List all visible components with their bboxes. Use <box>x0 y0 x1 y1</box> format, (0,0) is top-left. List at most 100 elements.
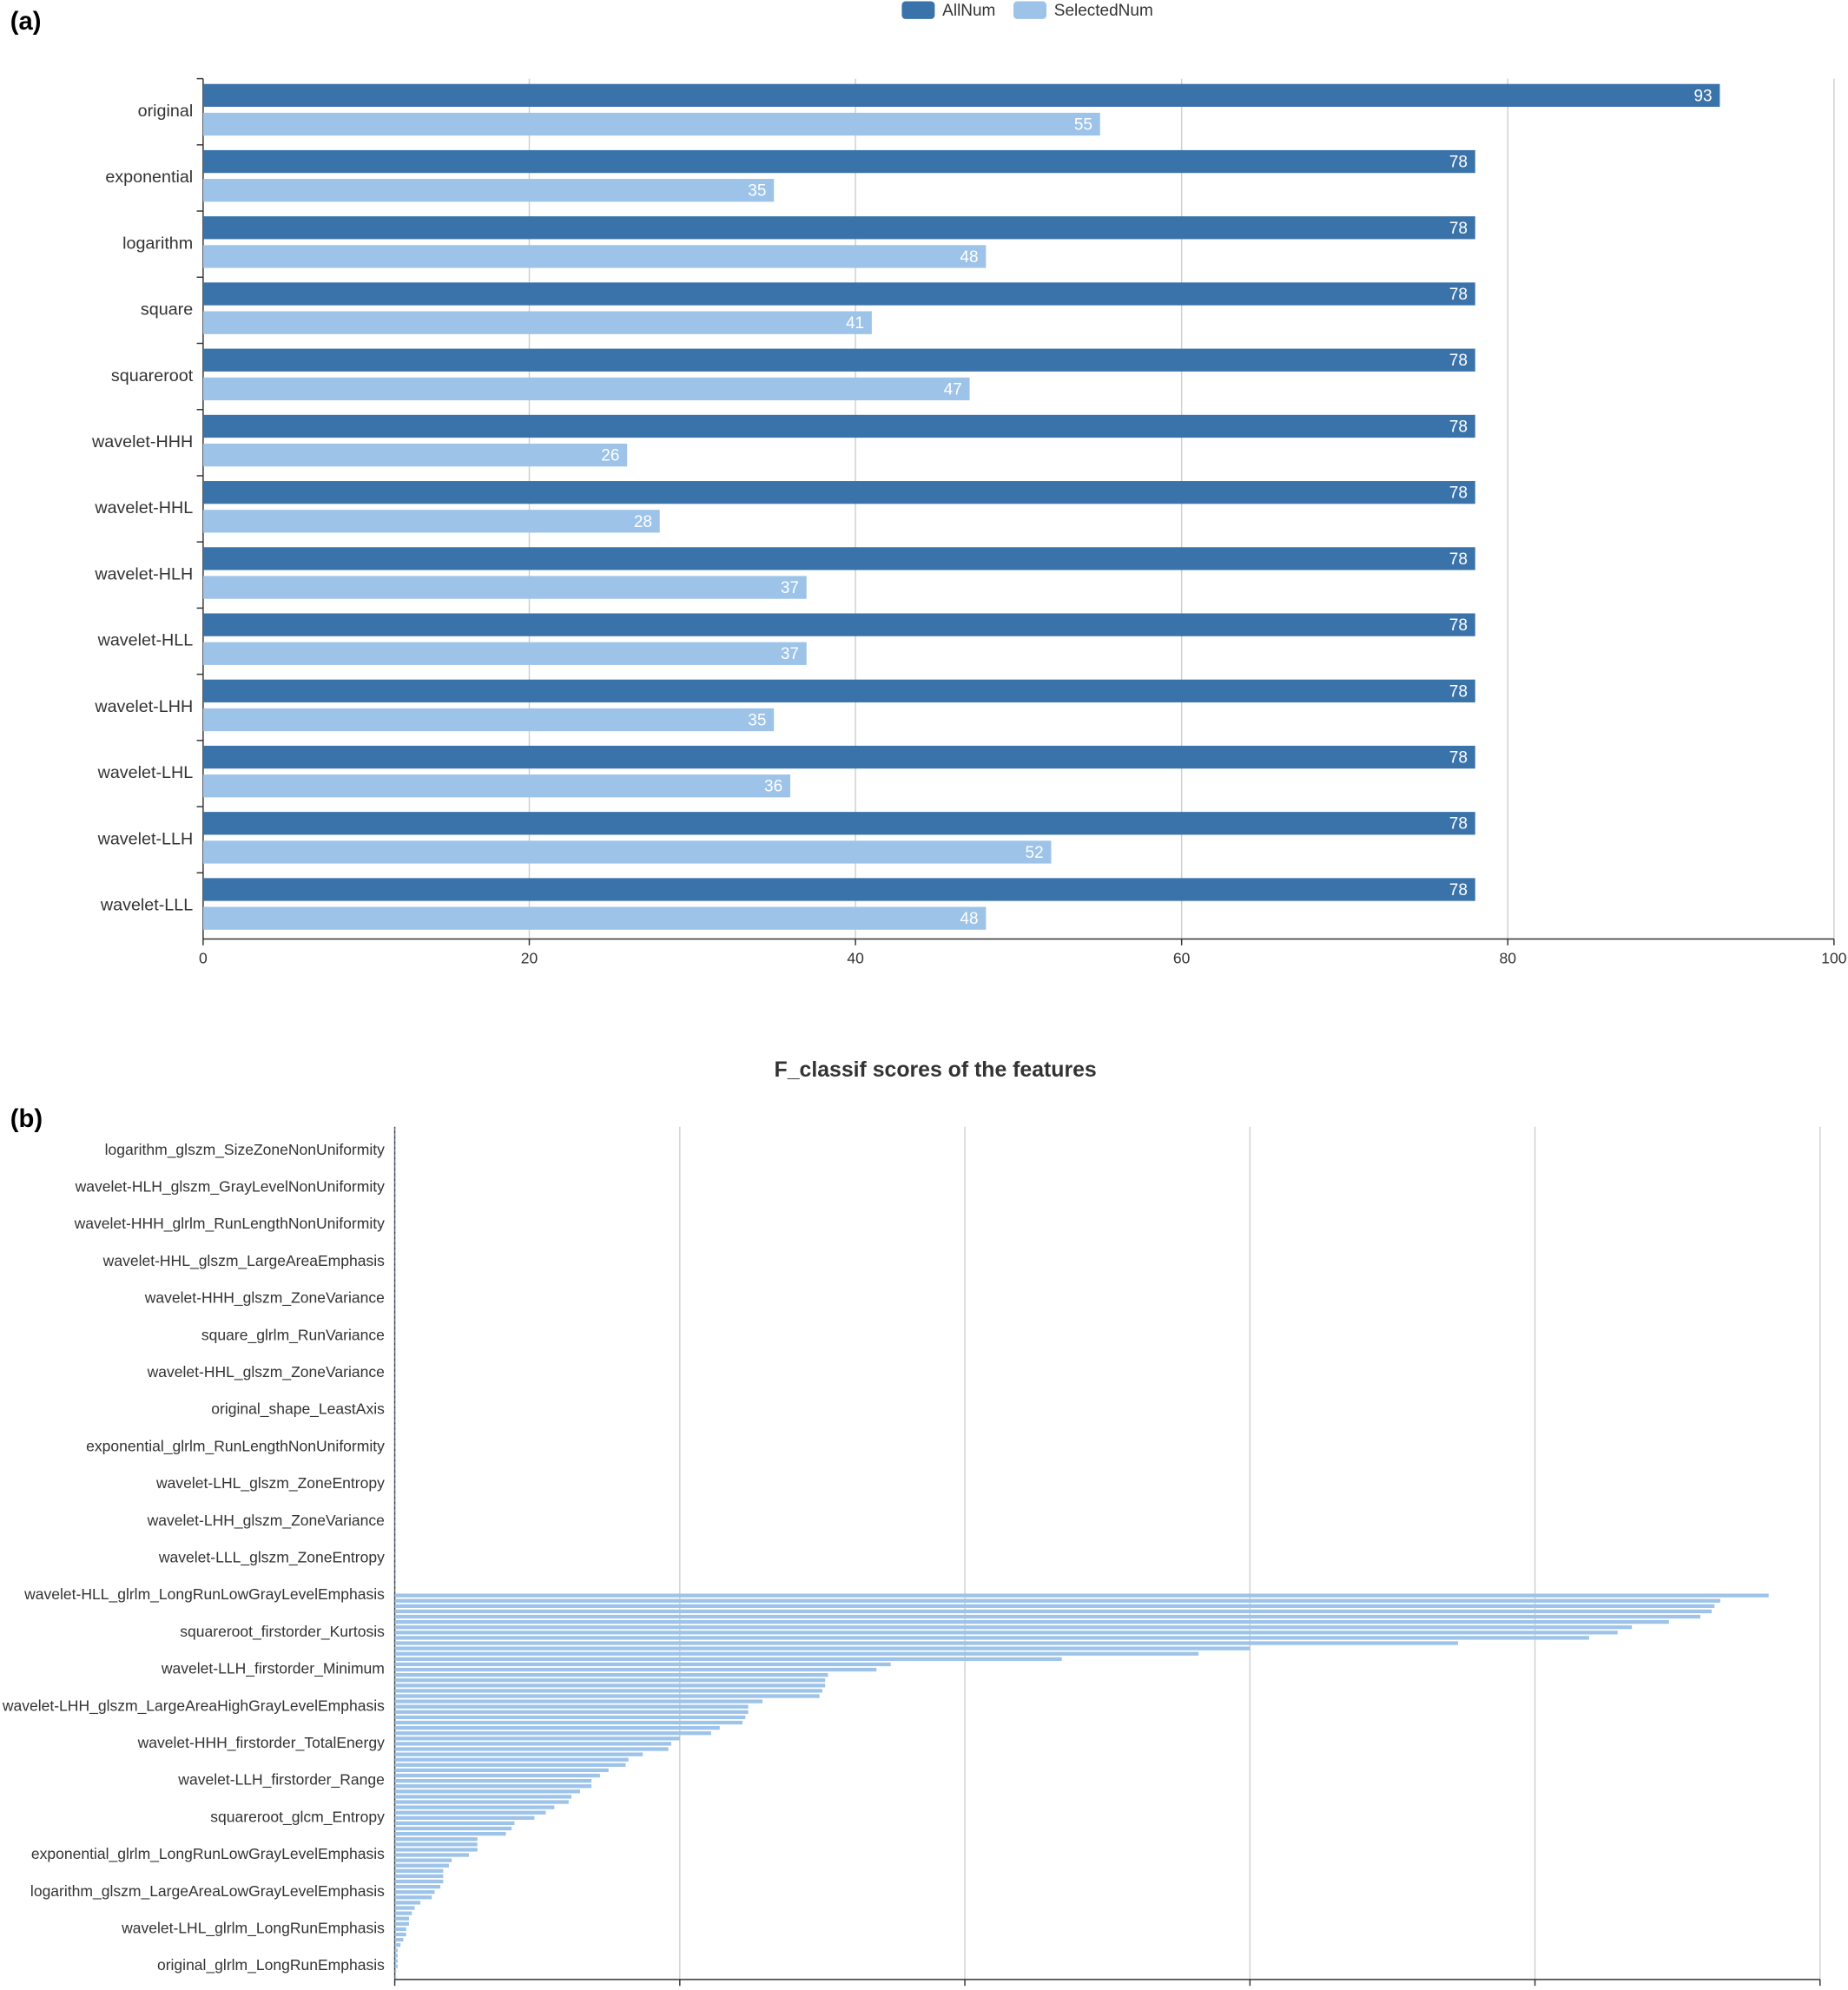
bar <box>394 1381 396 1386</box>
bar <box>394 1291 396 1296</box>
y-tick-label: square <box>141 300 193 320</box>
bar <box>394 1694 820 1698</box>
bar <box>394 1848 478 1852</box>
bar <box>394 1407 396 1413</box>
bar <box>394 1943 401 1947</box>
bar <box>394 1604 1715 1608</box>
bar <box>394 1778 592 1783</box>
bar <box>394 1366 396 1370</box>
bar <box>394 1159 396 1163</box>
bar <box>394 1137 396 1143</box>
bar <box>394 1842 478 1847</box>
bar <box>394 1228 396 1232</box>
y-tick-label: squareroot_firstorder_Kurtosis <box>180 1623 385 1641</box>
y-tick-label: exponential <box>105 168 193 187</box>
data-label: 35 <box>748 182 766 201</box>
data-label: 52 <box>1026 844 1044 862</box>
bar <box>394 1530 396 1534</box>
data-label: 26 <box>601 447 619 465</box>
bar <box>394 1275 396 1280</box>
bar <box>394 1143 396 1148</box>
x-tick-label: 0 <box>199 949 208 966</box>
bar <box>394 1927 406 1932</box>
y-tick-label: logarithm <box>122 234 193 253</box>
bar <box>394 1149 396 1153</box>
x-tick-label: 40 <box>847 949 864 966</box>
bar <box>394 1858 452 1862</box>
bar <box>202 443 628 467</box>
bar <box>394 1535 396 1539</box>
bar <box>394 1477 396 1481</box>
bar <box>394 1323 396 1328</box>
bar <box>394 1513 396 1519</box>
bar <box>394 1460 396 1466</box>
bar <box>394 1631 1618 1635</box>
data-label: 78 <box>1449 154 1468 172</box>
bar <box>394 1868 444 1873</box>
bar <box>394 1434 396 1439</box>
y-tick-label: logarithm_glszm_LargeAreaLowGrayLevelEmp… <box>30 1882 385 1901</box>
bar <box>394 1498 396 1502</box>
bar <box>394 1472 396 1476</box>
y-tick-label: wavelet-LHH_glszm_ZoneVariance <box>147 1512 385 1530</box>
bar <box>394 1720 743 1725</box>
bar <box>394 1308 396 1312</box>
bar <box>394 1831 506 1836</box>
y-tick-label: original_shape_LeastAxis <box>211 1400 385 1419</box>
bar <box>202 311 872 334</box>
bar <box>394 1349 396 1354</box>
bar <box>394 1164 396 1169</box>
y-tick-label: wavelet-LHL_glszm_ZoneEntropy <box>155 1474 385 1492</box>
y-tick-label: wavelet-HLL <box>97 631 194 650</box>
bar <box>394 1455 396 1460</box>
bar <box>202 149 1475 174</box>
bar <box>394 1387 396 1391</box>
bar <box>394 1154 396 1158</box>
y-tick-label: wavelet-LLH <box>97 829 194 848</box>
bar <box>394 1540 396 1545</box>
y-tick-label: wavelet-LLH_firstorder_Minimum <box>161 1660 385 1678</box>
data-label: 78 <box>1449 616 1468 635</box>
bar <box>394 1207 396 1211</box>
bar <box>394 1752 644 1756</box>
y-tick-label: wavelet-HHH_firstorder_TotalEnergy <box>137 1734 385 1752</box>
bar <box>394 1890 435 1894</box>
y-tick-label: squareroot <box>111 366 194 385</box>
bar <box>394 1508 396 1513</box>
bar <box>394 1651 1199 1656</box>
bar <box>394 1805 555 1809</box>
bar <box>394 1911 412 1915</box>
bar <box>394 1684 826 1688</box>
y-tick-label: wavelet-LLL_glszm_ZoneEntropy <box>158 1549 385 1567</box>
legend-label: SelectedNum <box>1054 2 1153 20</box>
y-tick-label: original_glrlm_LongRunEmphasis <box>157 1956 385 1974</box>
bar <box>394 1328 396 1333</box>
bar <box>394 1556 396 1561</box>
bar <box>394 1525 396 1529</box>
bar <box>394 1901 421 1905</box>
bar <box>394 1492 396 1497</box>
bar <box>202 481 1475 504</box>
legend-swatch <box>1013 1 1047 19</box>
bar <box>202 878 1475 901</box>
bar <box>394 1742 671 1746</box>
bar <box>394 1689 822 1693</box>
data-label: 41 <box>846 314 864 333</box>
data-label: 78 <box>1449 352 1468 370</box>
data-label: 78 <box>1449 220 1468 238</box>
bar <box>394 1932 406 1937</box>
bar <box>202 840 1052 864</box>
data-label: 55 <box>1074 115 1092 134</box>
bar <box>394 1959 398 1963</box>
bar <box>202 708 775 732</box>
bar <box>394 1233 396 1237</box>
bar <box>202 348 1475 372</box>
y-tick-label: exponential_glrlm_LongRunLowGrayLevelEmp… <box>31 1845 385 1863</box>
y-tick-label: wavelet-LHH <box>94 697 193 716</box>
bar <box>394 1260 396 1264</box>
bar <box>394 1566 396 1572</box>
data-label: 48 <box>960 910 978 928</box>
bar <box>394 1354 396 1360</box>
bar <box>394 1503 396 1508</box>
data-label: 78 <box>1449 286 1468 304</box>
